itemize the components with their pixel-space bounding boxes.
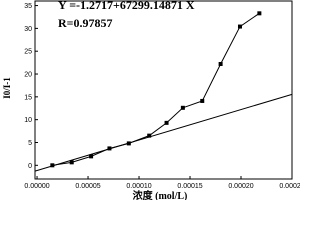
y-tick-label: 35 xyxy=(24,3,32,10)
point xyxy=(147,133,152,138)
annotation: R=0.97857 xyxy=(58,16,113,30)
series-line xyxy=(52,12,260,166)
annotation: Y =-1.2717+67299.14871 X xyxy=(58,0,195,12)
point xyxy=(200,98,205,103)
y-axis-label: I0/I-1 xyxy=(2,77,12,99)
x-tick-label: 0.00020 xyxy=(228,183,253,190)
y-tick-label: 30 xyxy=(24,26,32,33)
point xyxy=(164,120,169,125)
chart: Y =-1.2717+67299.14871 X R=0.97857 浓度 (m… xyxy=(2,0,300,200)
point xyxy=(89,154,94,159)
y-tick-label: 15 xyxy=(24,94,32,101)
page: Y =-1.2717+67299.14871 X R=0.97857 浓度 (m… xyxy=(2,0,300,200)
point xyxy=(69,160,74,165)
point xyxy=(218,61,223,66)
x-tick-label: 0.00015 xyxy=(177,183,202,190)
point xyxy=(180,105,185,110)
y-tick-label: 20 xyxy=(24,72,32,79)
y-tick-label: 25 xyxy=(24,49,32,56)
y-tick-label: 5 xyxy=(28,140,32,147)
x-tick-label: 0.00025 xyxy=(279,183,300,190)
x-tick-label: 0.00000 xyxy=(24,183,49,190)
x-tick-label: 0.00010 xyxy=(126,183,151,190)
point xyxy=(237,24,242,29)
plot-frame xyxy=(34,0,293,180)
x-axis-label: 浓度 (mol/L) xyxy=(133,189,188,200)
y-tick-label: 0 xyxy=(28,163,32,170)
y-tick-label: 10 xyxy=(24,117,32,124)
point xyxy=(257,11,262,16)
x-tick-label: 0.00005 xyxy=(75,183,100,190)
point xyxy=(50,163,55,168)
series-line xyxy=(34,93,293,172)
